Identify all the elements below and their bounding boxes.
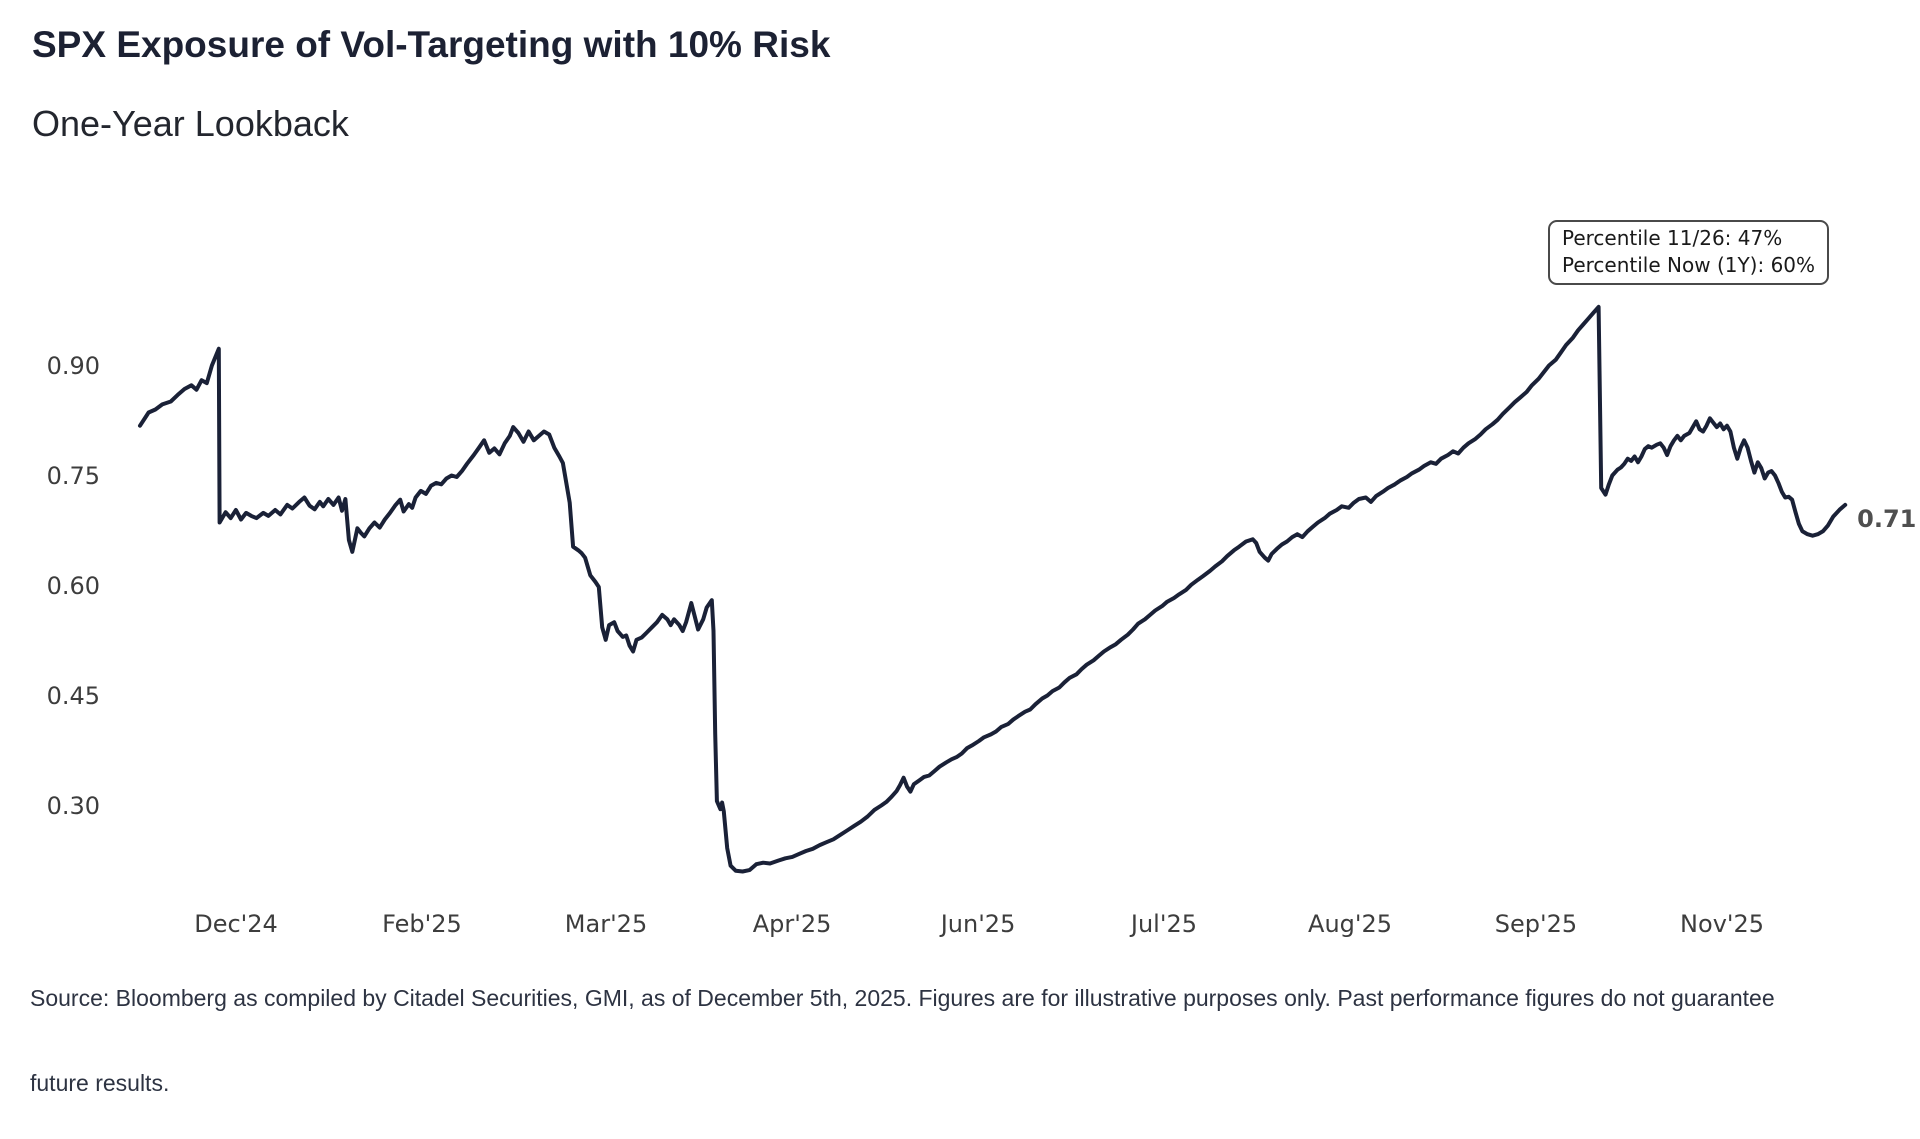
x-tick-label: Mar'25 — [564, 910, 648, 938]
page-title: SPX Exposure of Vol-Targeting with 10% R… — [32, 24, 831, 65]
y-tick-label: 0.30 — [46, 792, 100, 820]
y-tick-label: 0.60 — [46, 572, 100, 600]
y-tick-label: 0.45 — [46, 682, 100, 710]
x-tick-label: Dec'24 — [194, 910, 278, 938]
x-tick-label: Feb'25 — [382, 910, 462, 938]
percentile-annotation-line2: Percentile Now (1Y): 60% — [1562, 253, 1816, 277]
y-tick-label: 0.90 — [46, 352, 100, 380]
x-tick-label: Sep'25 — [1494, 910, 1578, 938]
x-tick-label: Nov'25 — [1680, 910, 1765, 938]
percentile-annotation-box: Percentile 11/26: 47% Percentile Now (1Y… — [1548, 220, 1830, 285]
exposure-line-series — [138, 304, 1848, 874]
x-tick-label: Aug'25 — [1308, 910, 1393, 938]
x-tick-label: Jul'25 — [1130, 910, 1197, 938]
last-value-label: 0.71 — [1857, 504, 1917, 533]
chart-subtitle: One-Year Lookback — [32, 103, 349, 144]
source-text-line2: future results. — [30, 1070, 170, 1096]
x-tick-label: Jun'25 — [940, 910, 1016, 938]
y-tick-label: 0.75 — [46, 462, 100, 490]
x-tick-label: Apr'25 — [752, 910, 832, 938]
percentile-annotation-line1: Percentile 11/26: 47% — [1562, 226, 1783, 250]
source-text-line1: Source: Bloomberg as compiled by Citadel… — [30, 985, 1775, 1011]
